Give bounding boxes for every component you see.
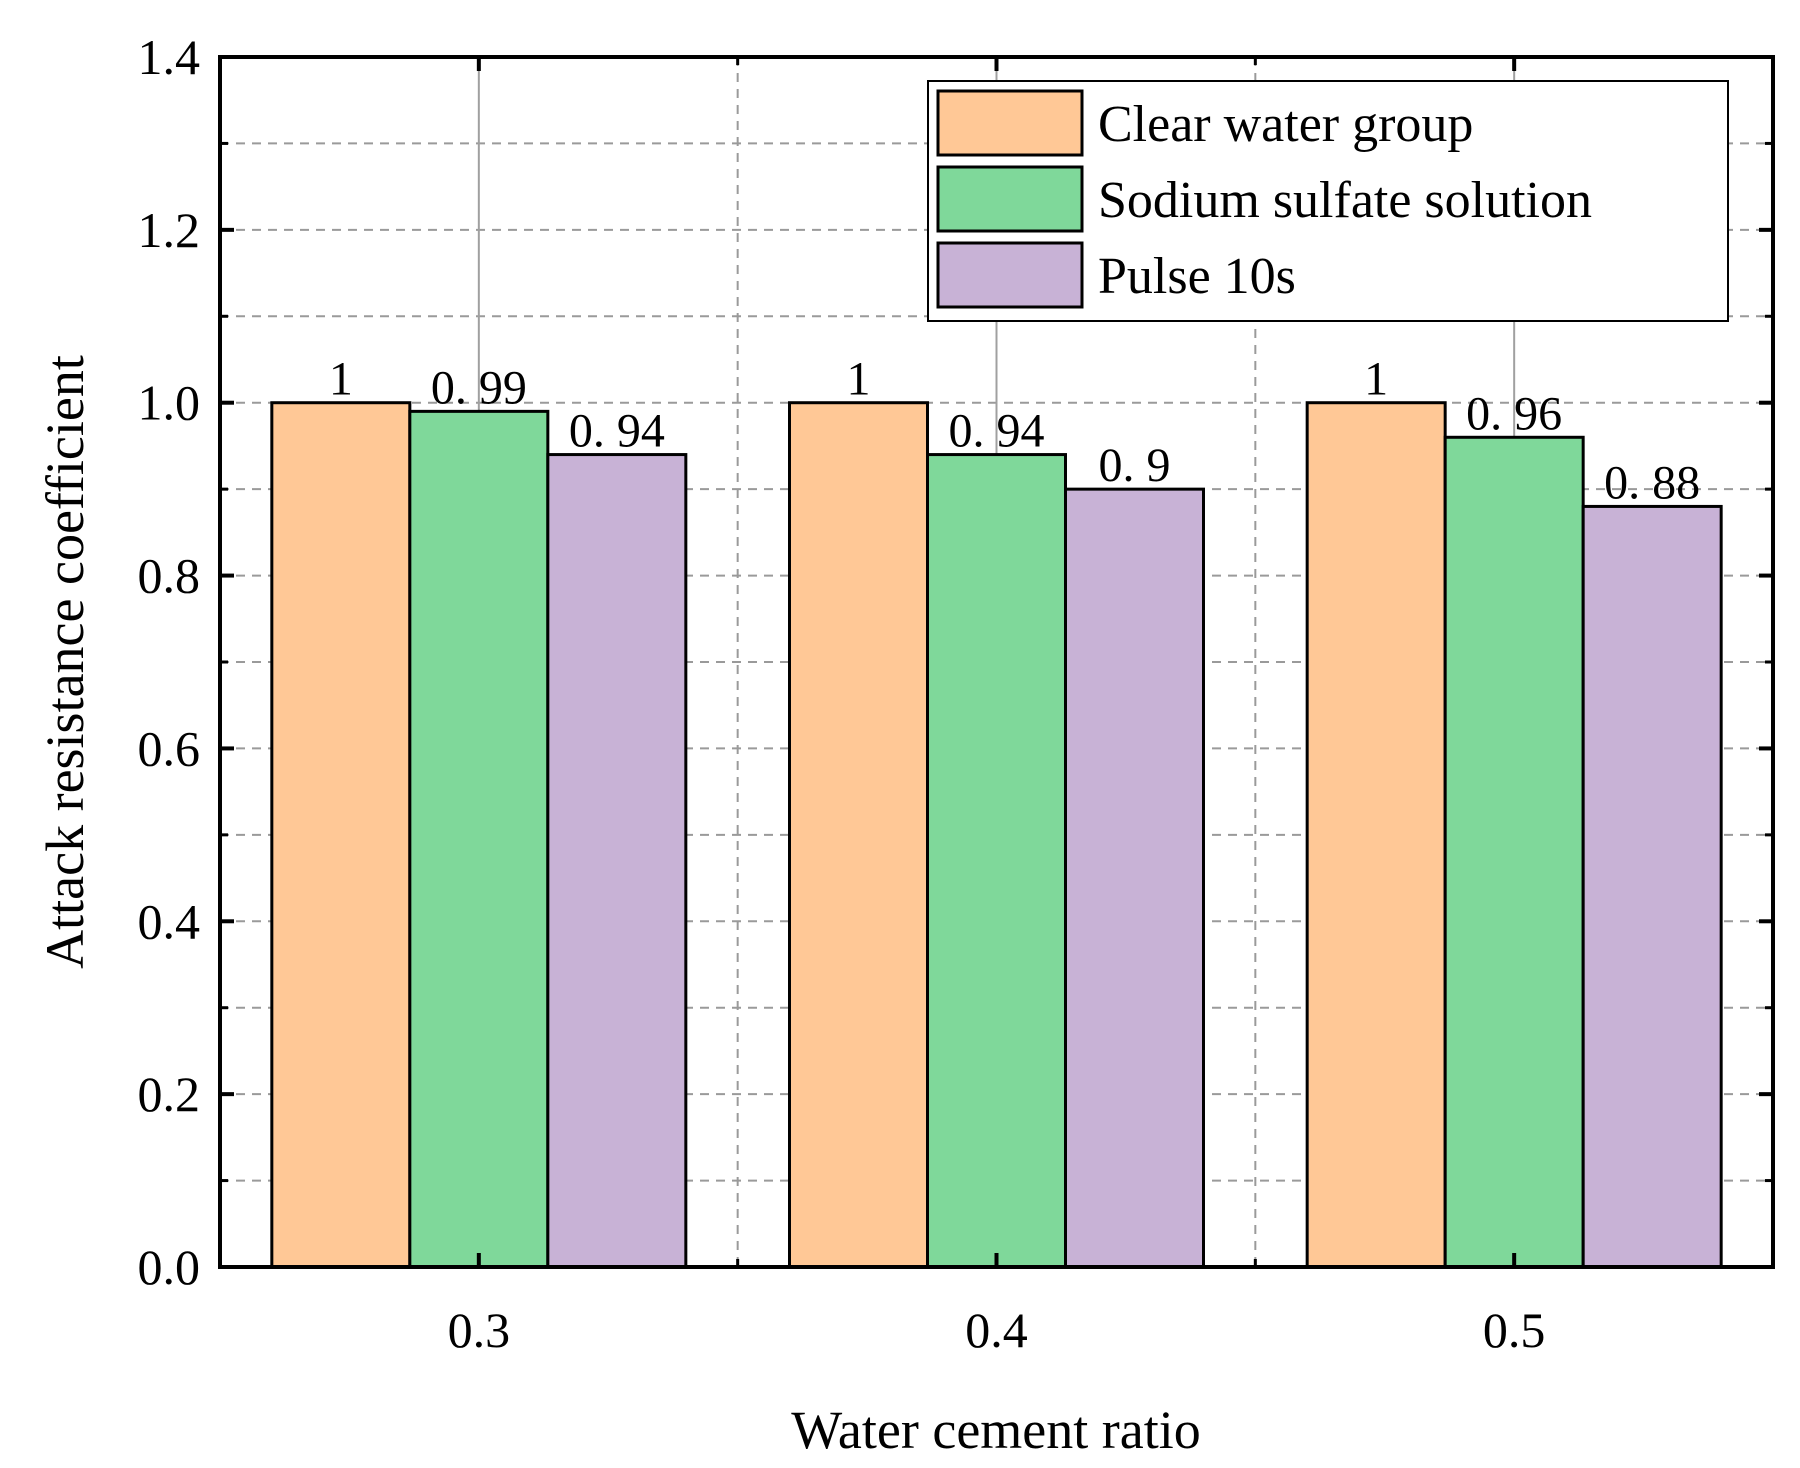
y-tick-label: 0.8 [138, 548, 201, 604]
data-label: 0. 99 [431, 361, 527, 414]
legend-swatch [936, 165, 1084, 233]
bar [408, 409, 550, 1269]
legend-swatch [936, 241, 1084, 309]
legend-label: Sodium sulfate solution [1098, 172, 1592, 229]
y-tick-label: 1.2 [138, 202, 201, 258]
data-label: 1 [847, 353, 871, 406]
bar [926, 453, 1067, 1269]
y-tick-label: 1.0 [138, 375, 201, 431]
y-tick-label: 0.2 [138, 1066, 201, 1122]
bar [546, 453, 688, 1269]
bar [1581, 504, 1723, 1269]
bar [1064, 487, 1205, 1269]
bar [270, 401, 412, 1269]
data-labels: 1 1 1 0. 99 0. 94 0. 96 0. 94 0. 9 0. 88 [329, 353, 1700, 510]
legend-swatch [936, 89, 1084, 157]
x-axis-title: Water cement ratio [791, 1400, 1200, 1460]
data-label: 0. 9 [1099, 439, 1171, 492]
y-tick-label: 0.4 [138, 893, 201, 949]
data-label: 1 [329, 353, 353, 406]
y-axis-title: Attack resistance coefficient [35, 355, 95, 969]
data-label: 1 [1364, 353, 1388, 406]
x-tick-label: 0.3 [448, 1302, 511, 1358]
y-tick-label: 1.4 [138, 29, 201, 85]
y-tick-label: 0.0 [138, 1239, 201, 1295]
bars [270, 401, 1723, 1269]
axis-ticks: 0.0 0.2 0.4 0.6 0.8 1.0 1.2 1.4 0.3 0.4 0.5 [138, 29, 1773, 1358]
bar [1305, 401, 1447, 1269]
data-label: 0. 94 [569, 405, 665, 458]
legend-label: Pulse 10s [1098, 248, 1296, 305]
y-tick-label: 0.6 [138, 720, 201, 776]
bar [788, 401, 929, 1269]
bar [1443, 435, 1585, 1269]
legend: Clear water group Sodium sulfate solution… [927, 80, 1729, 322]
x-tick-label: 0.4 [965, 1302, 1028, 1358]
x-tick-label: 0.5 [1483, 1302, 1546, 1358]
legend-label: Clear water group [1098, 96, 1473, 153]
data-label: 0. 94 [949, 405, 1045, 458]
data-label: 0. 96 [1466, 387, 1562, 440]
data-label: 0. 88 [1604, 456, 1700, 509]
